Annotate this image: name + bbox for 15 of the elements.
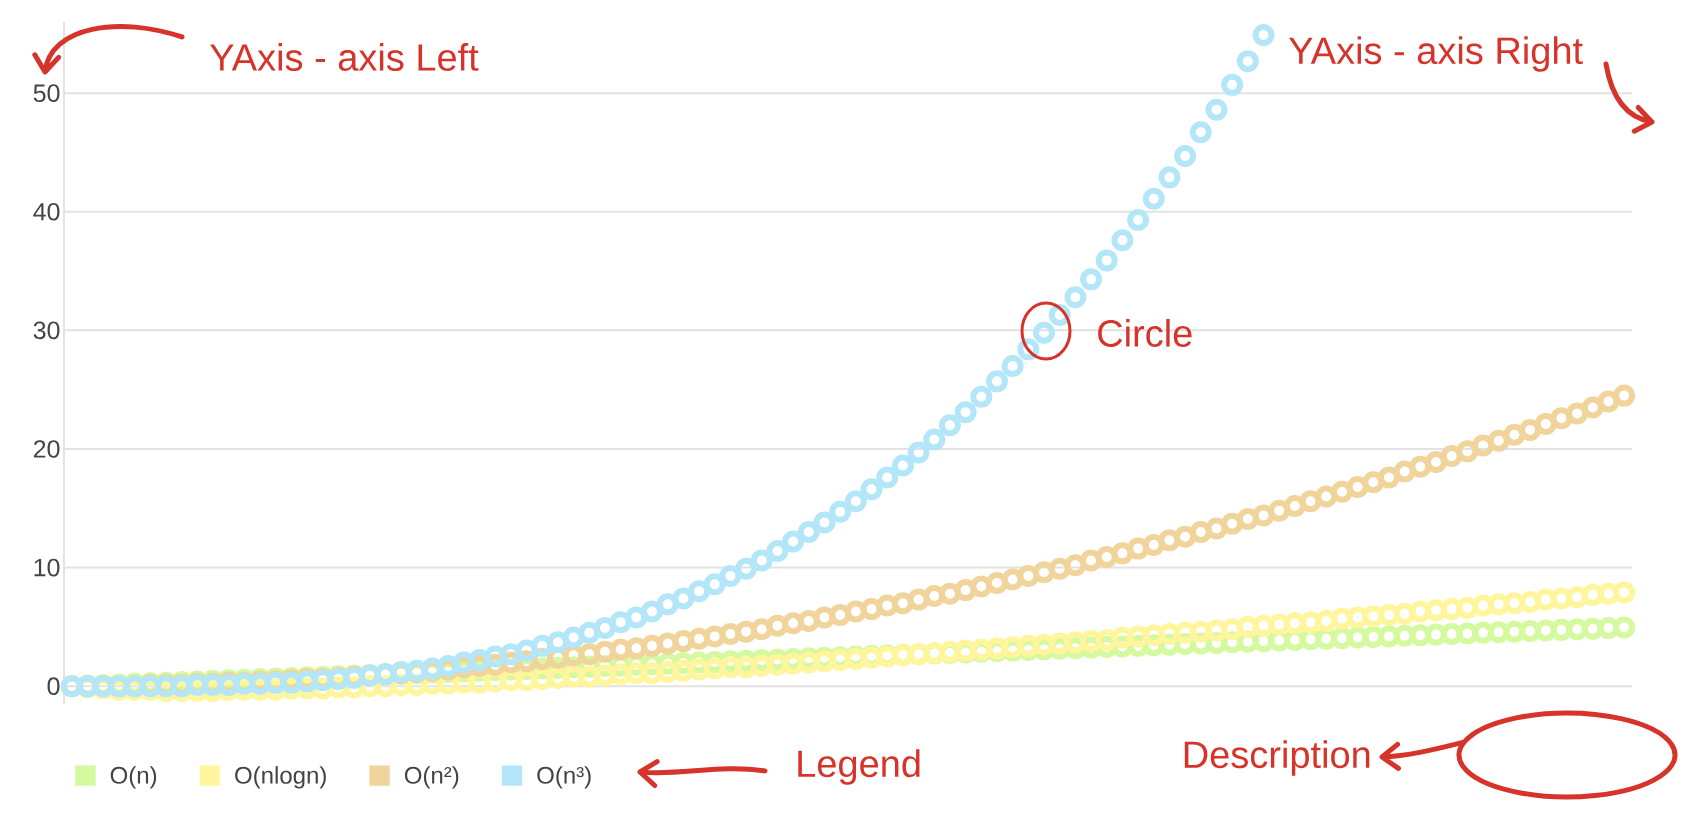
- annotation: Circle: [1098, 319, 1192, 347]
- legend-label: O(n³): [537, 766, 591, 789]
- y-tick-label: 50: [33, 84, 60, 103]
- legend-label: O(n²): [404, 766, 459, 789]
- annotation: YAxis - axis Left: [210, 43, 479, 71]
- legend-label: O(nlogn): [235, 766, 326, 789]
- annotation: YAxis - axis Right: [1289, 36, 1583, 72]
- text: Description: [1184, 740, 1370, 776]
- y-tick-label: 40: [33, 202, 60, 221]
- legend-label: O(n): [110, 766, 157, 789]
- y-tick-label: 0: [47, 677, 60, 696]
- y-tick-label: 10: [34, 558, 60, 577]
- text: Legend: [798, 749, 920, 785]
- y-tick-label: 30: [33, 321, 60, 340]
- y-tick-label: 20: [33, 440, 60, 458]
